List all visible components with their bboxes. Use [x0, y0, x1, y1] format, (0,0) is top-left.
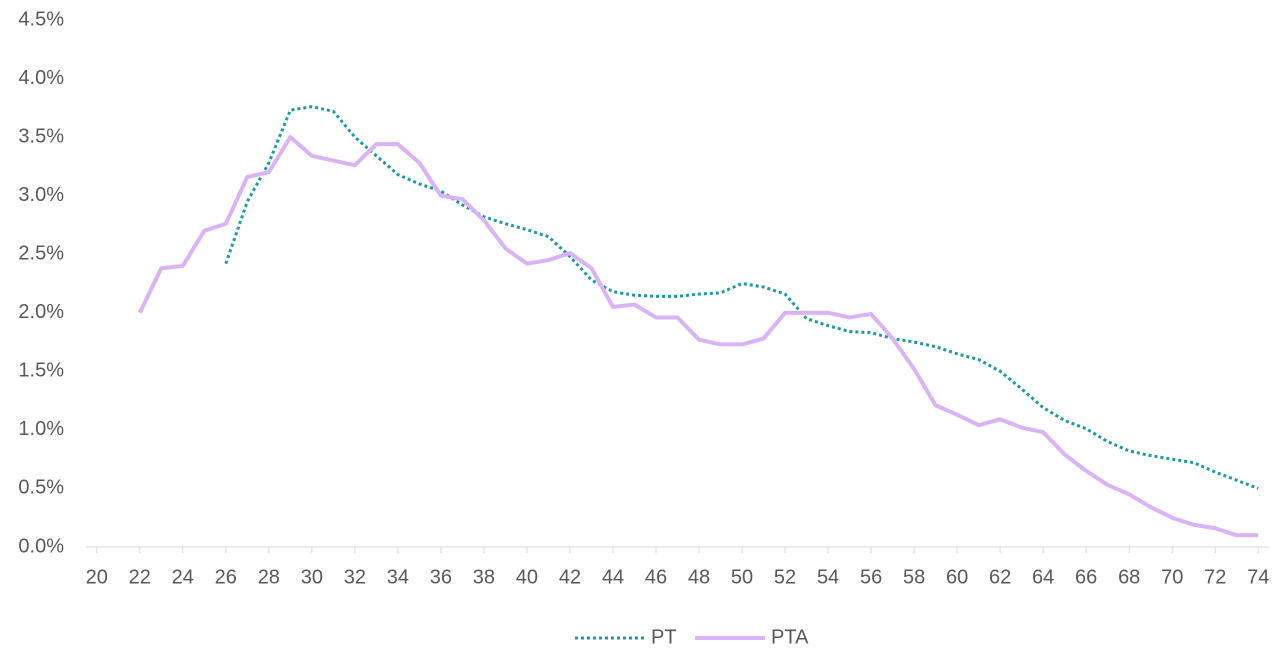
x-tick-label: 68: [1118, 566, 1140, 588]
x-tick-label: 60: [946, 566, 968, 588]
y-tick-label: 0.0%: [18, 535, 64, 557]
x-tick-label: 40: [516, 566, 538, 588]
x-tick-label: 64: [1032, 566, 1054, 588]
x-tick-label: 24: [172, 566, 194, 588]
legend-label: PTA: [771, 626, 809, 648]
x-tick-label: 46: [645, 566, 667, 588]
x-tick-label: 20: [86, 566, 108, 588]
x-tick-label: 44: [602, 566, 624, 588]
x-tick-label: 22: [129, 566, 151, 588]
y-tick-label: 2.5%: [18, 243, 64, 265]
series-line: [224, 105, 1259, 490]
y-tick-label: 2.0%: [18, 301, 64, 323]
x-tick-label: 56: [860, 566, 882, 588]
x-tick-label: 54: [817, 566, 839, 588]
y-tick-label: 0.5%: [18, 477, 64, 499]
y-tick-label: 4.5%: [18, 8, 64, 30]
x-tick-label: 74: [1247, 566, 1269, 588]
x-tick-label: 72: [1204, 566, 1226, 588]
x-tick-label: 48: [688, 566, 710, 588]
x-tick-label: 38: [473, 566, 495, 588]
x-tick-label: 66: [1075, 566, 1097, 588]
x-tick-label: 50: [731, 566, 753, 588]
x-tick-label: 34: [387, 566, 409, 588]
x-tick-label: 30: [301, 566, 323, 588]
x-tick-label: 62: [989, 566, 1011, 588]
x-tick-label: 58: [903, 566, 925, 588]
series-line: [137, 135, 1259, 538]
x-tick-label: 28: [258, 566, 280, 588]
y-tick-label: 1.5%: [18, 360, 64, 382]
y-tick-label: 3.0%: [18, 184, 64, 206]
x-tick-label: 52: [774, 566, 796, 588]
x-tick-label: 36: [430, 566, 452, 588]
y-tick-label: 1.0%: [18, 418, 64, 440]
x-tick-label: 70: [1161, 566, 1183, 588]
y-tick-label: 3.5%: [18, 125, 64, 147]
x-tick-label: 42: [559, 566, 581, 588]
x-tick-label: 26: [215, 566, 237, 588]
y-tick-label: 4.0%: [18, 67, 64, 89]
x-tick-label: 32: [344, 566, 366, 588]
legend-label: PT: [651, 626, 677, 648]
